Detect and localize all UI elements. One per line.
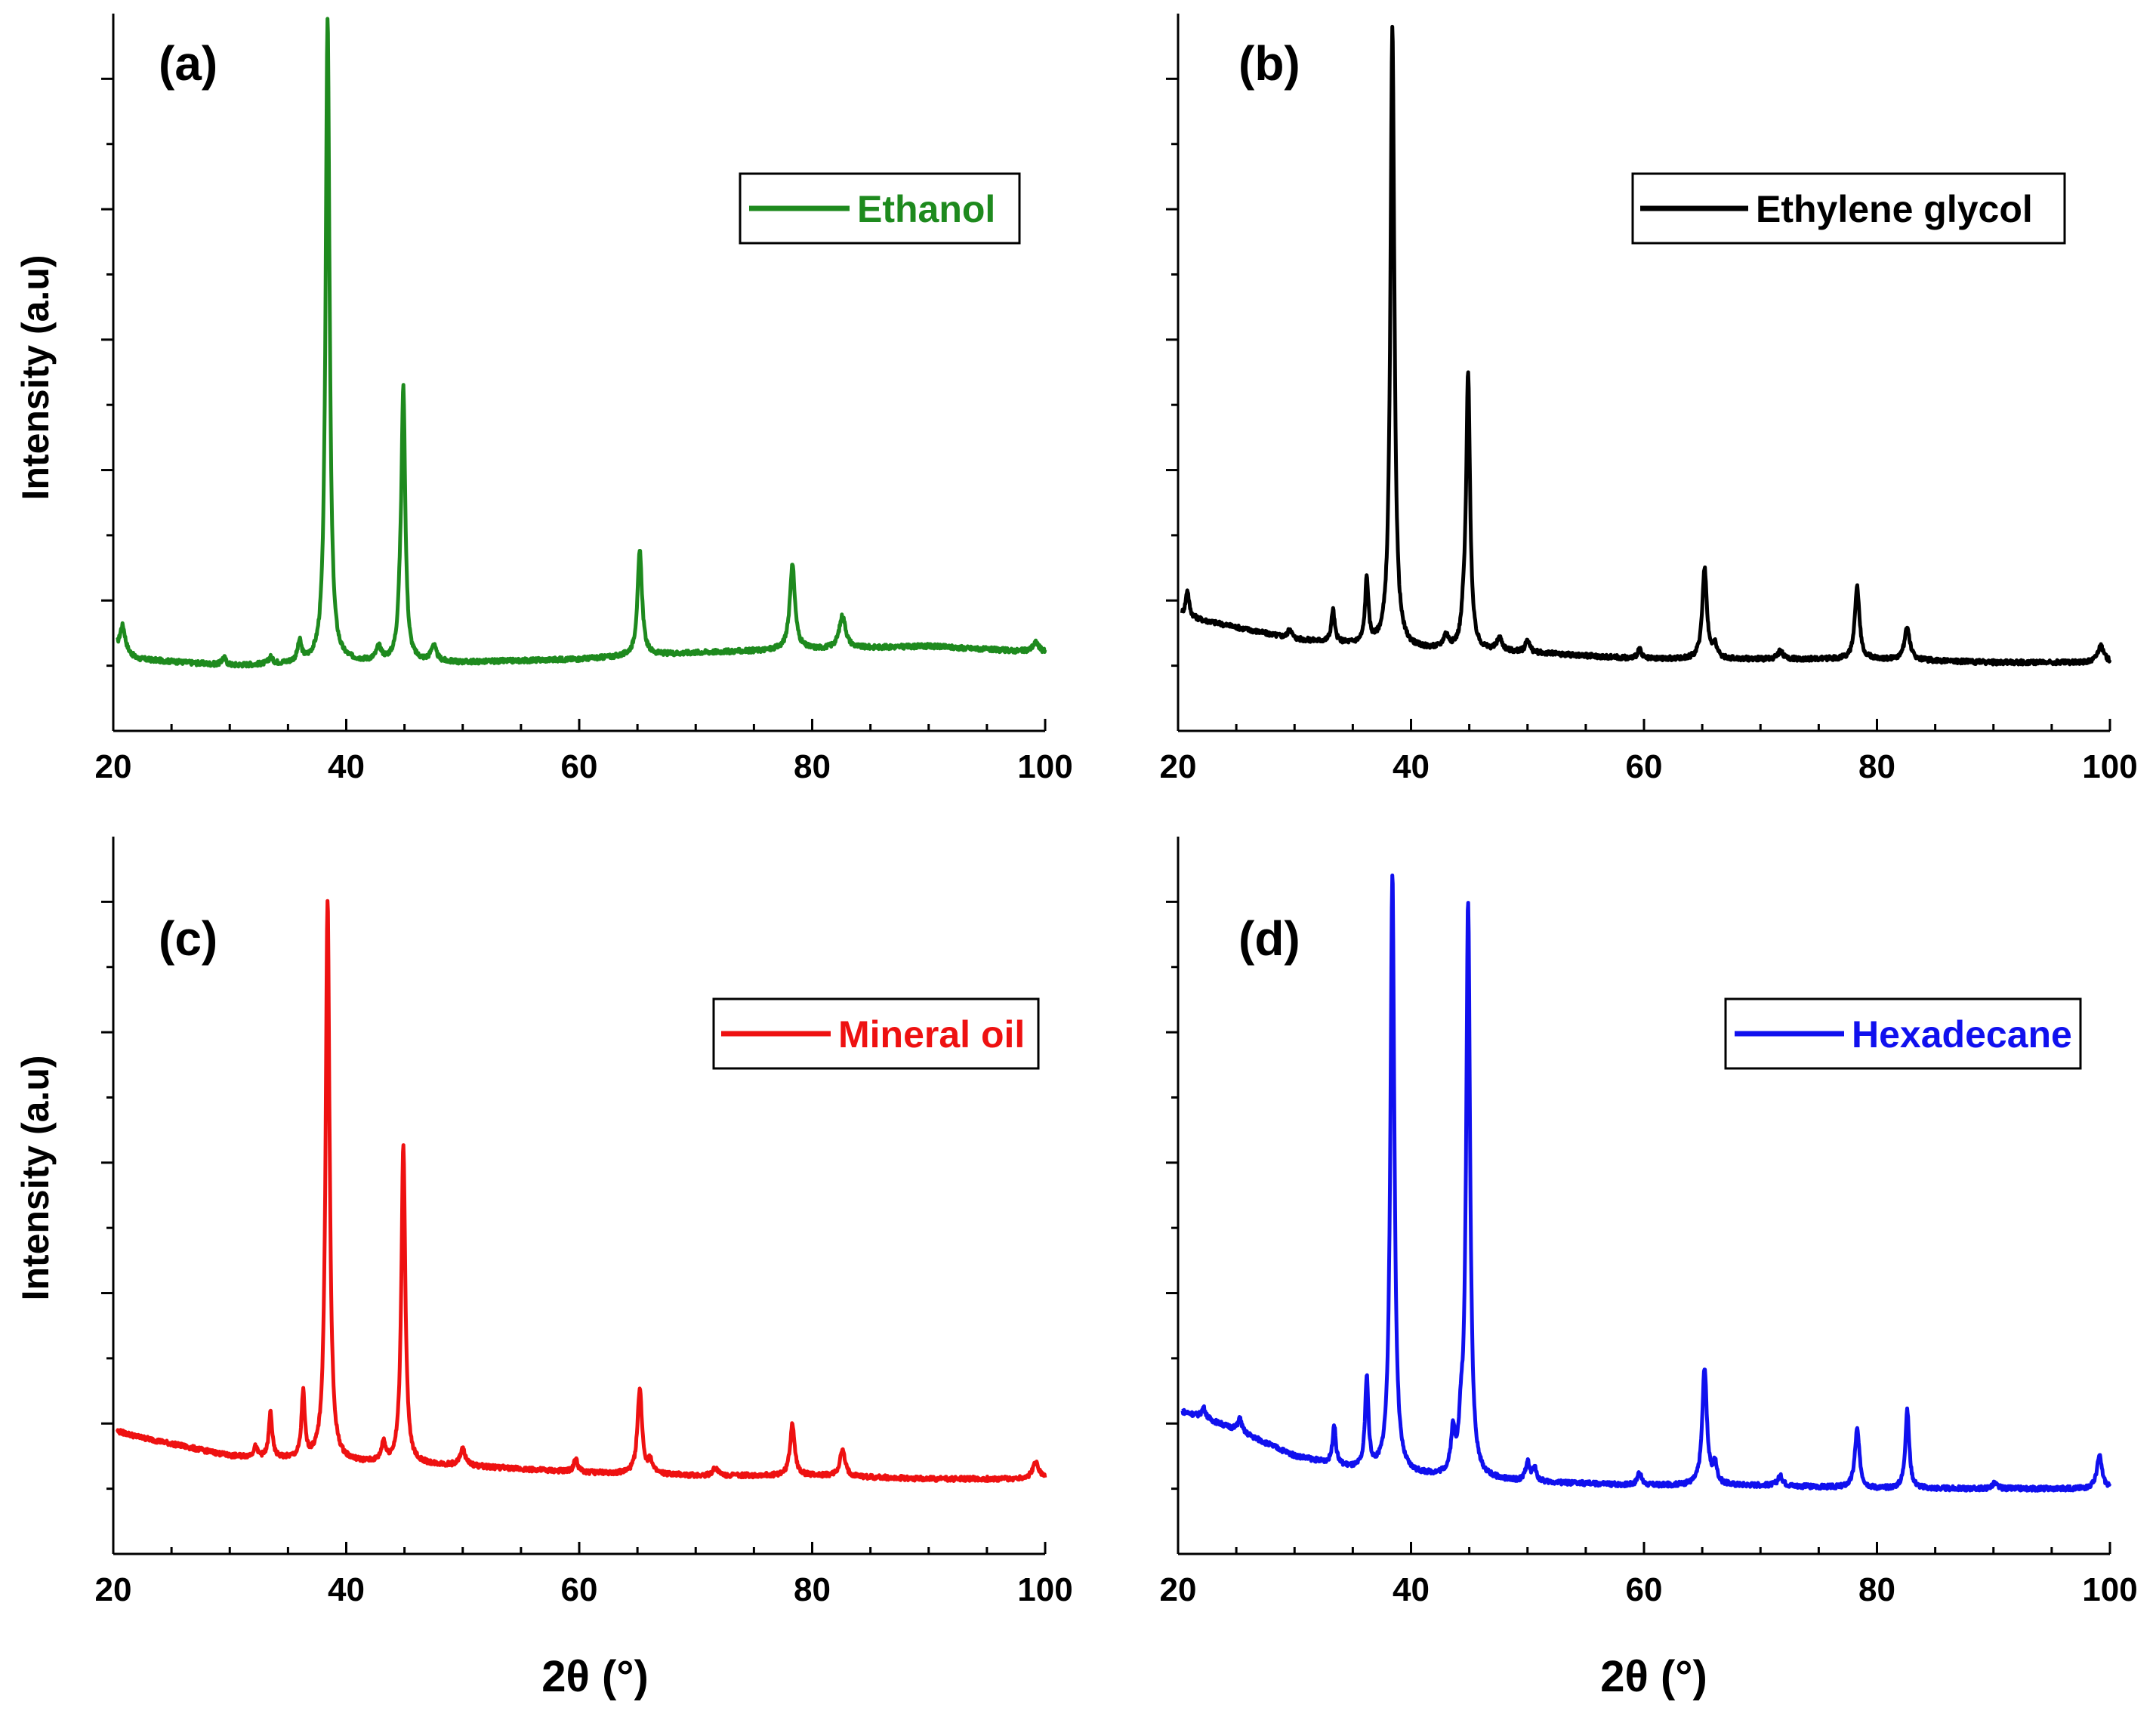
panel-a-legend: Ethanol bbox=[739, 172, 1021, 245]
x-tick-label: 20 bbox=[1160, 748, 1197, 785]
panel-b-legend-text: Ethylene glycol bbox=[1756, 188, 2033, 230]
panel-b-tick-labels: 20 40 60 80 100 bbox=[1160, 748, 2138, 785]
panel-d: 20 40 60 80 100 (d) Hexadecane bbox=[1160, 837, 2138, 1608]
panel-a-label: (a) bbox=[159, 36, 217, 91]
x-tick-label: 60 bbox=[561, 748, 598, 785]
x-tick-label: 60 bbox=[1626, 1571, 1663, 1608]
panel-a-legend-text: Ethanol bbox=[857, 188, 995, 230]
panel-a-trace bbox=[116, 17, 1047, 669]
x-tick-label: 100 bbox=[1017, 1571, 1072, 1608]
x-tick-label: 60 bbox=[561, 1571, 598, 1608]
panel-a: 20 40 60 80 100 (a) Ethanol bbox=[95, 14, 1073, 785]
panel-c-legend: Mineral oil bbox=[712, 997, 1040, 1070]
panel-d-trace bbox=[1180, 873, 2112, 1493]
panel-c-legend-text: Mineral oil bbox=[838, 1013, 1025, 1056]
x-tick-label: 80 bbox=[794, 1571, 831, 1608]
x-tick-label: 80 bbox=[1858, 1571, 1895, 1608]
panel-a-tick-labels: 20 40 60 80 100 bbox=[95, 748, 1073, 785]
x-tick-label: 60 bbox=[1626, 748, 1663, 785]
panel-d-legend-text: Hexadecane bbox=[1852, 1013, 2072, 1056]
panel-c-label: (c) bbox=[159, 911, 217, 966]
panel-c: 20 40 60 80 100 (c) Mineral oil bbox=[95, 837, 1073, 1608]
x-tick-label: 80 bbox=[1858, 748, 1895, 785]
x-tick-label: 20 bbox=[95, 748, 132, 785]
panel-b-trace bbox=[1180, 24, 2112, 667]
y-axis-title-bottom: Intensity (a.u) bbox=[14, 1055, 57, 1300]
x-axis-title-right: 2θ (°) bbox=[1600, 1652, 1707, 1701]
panel-d-legend: Hexadecane bbox=[1724, 997, 2082, 1070]
x-tick-label: 80 bbox=[794, 748, 831, 785]
x-tick-label: 40 bbox=[328, 1571, 365, 1608]
panel-d-label: (d) bbox=[1238, 911, 1300, 966]
x-tick-label: 40 bbox=[1393, 748, 1430, 785]
panel-c-trace bbox=[115, 899, 1047, 1483]
panel-b-legend: Ethylene glycol bbox=[1631, 172, 2066, 245]
panel-d-tick-labels: 20 40 60 80 100 bbox=[1160, 1571, 2138, 1608]
x-tick-label: 100 bbox=[1017, 748, 1072, 785]
x-tick-label: 40 bbox=[328, 748, 365, 785]
panel-b: 20 40 60 80 100 (b) Ethylene glycol bbox=[1160, 14, 2138, 785]
x-tick-label: 20 bbox=[1160, 1571, 1197, 1608]
x-tick-label: 40 bbox=[1393, 1571, 1430, 1608]
panel-c-tick-labels: 20 40 60 80 100 bbox=[95, 1571, 1073, 1608]
x-tick-label: 100 bbox=[2082, 748, 2137, 785]
y-axis-title-top: Intensity (a.u) bbox=[14, 254, 57, 500]
panel-b-label: (b) bbox=[1238, 36, 1300, 91]
x-tick-label: 100 bbox=[2082, 1571, 2137, 1608]
panel-b-ticks bbox=[1166, 77, 2111, 731]
x-tick-label: 20 bbox=[95, 1571, 132, 1608]
x-axis-title-left: 2θ (°) bbox=[541, 1652, 649, 1701]
